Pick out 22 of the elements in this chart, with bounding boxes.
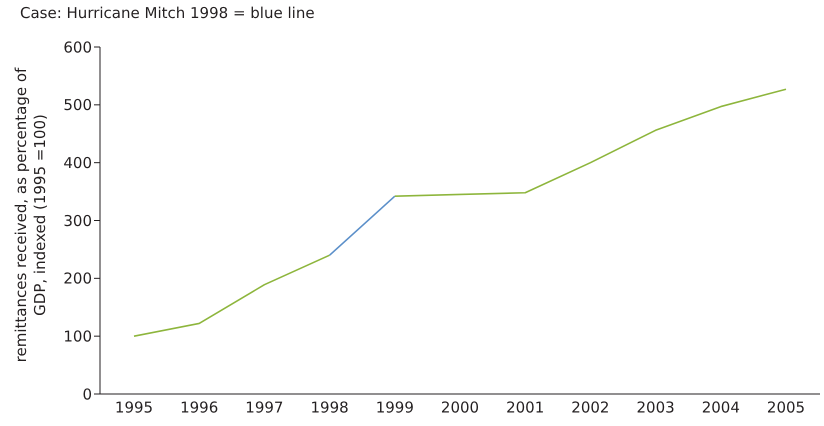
x-tick-label: 2005 <box>766 398 806 417</box>
x-tick-label: 2003 <box>636 398 675 417</box>
y-tick-label: 200 <box>63 270 92 288</box>
x-tick-label: 2002 <box>571 398 610 417</box>
y-tick-label: 300 <box>63 212 92 230</box>
x-tick-label: 2000 <box>440 398 480 417</box>
x-tick-label: 1996 <box>180 398 218 417</box>
x-tick-label: 1997 <box>245 398 284 417</box>
y-tick-label: 100 <box>63 327 92 346</box>
y-tick-label: 500 <box>63 96 92 114</box>
x-tick-label: 1995 <box>114 398 154 417</box>
x-tick-label: 2004 <box>702 398 740 417</box>
y-tick-label: 600 <box>63 38 92 56</box>
y-tick-label: 400 <box>63 154 92 172</box>
y-tick-label: 0 <box>82 385 92 404</box>
line-series <box>133 254 330 337</box>
y-axis-title: remittances received, as percentage of GDP, indexed (1995 =100) <box>12 68 50 362</box>
line-series <box>394 88 787 198</box>
x-tick-label: 1999 <box>376 398 414 417</box>
x-tick-label: 1998 <box>310 398 349 417</box>
x-tick-label: 2001 <box>506 398 544 417</box>
chart-title: Case: Hurricane Mitch 1998 = blue line <box>20 4 315 22</box>
